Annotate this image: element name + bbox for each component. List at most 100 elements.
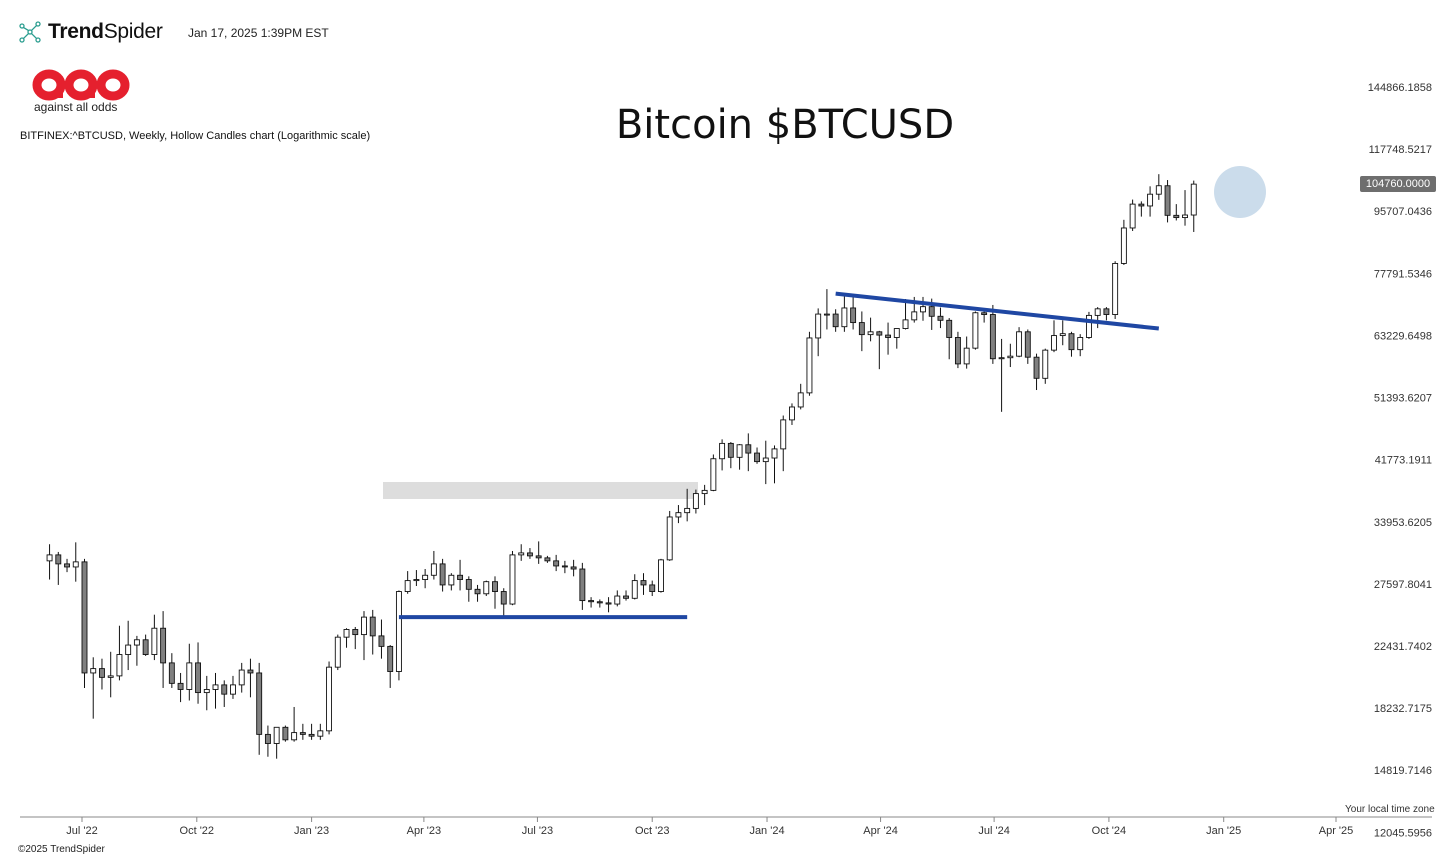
candle-body — [361, 616, 367, 636]
candle-body — [1112, 262, 1119, 315]
candle-body — [64, 563, 70, 568]
candle — [806, 331, 813, 396]
candle — [133, 635, 140, 666]
candle — [387, 645, 394, 688]
candle — [46, 544, 53, 580]
candle — [317, 723, 324, 740]
x-tick-label: Jul '22 — [66, 825, 97, 837]
x-tick-label: Apr '24 — [863, 825, 898, 837]
candle — [832, 309, 839, 332]
candle-body — [954, 337, 961, 365]
candle-body — [640, 580, 647, 586]
candle — [1077, 334, 1084, 357]
candle-body — [448, 574, 455, 586]
candle-body — [203, 689, 210, 694]
candle-body — [500, 591, 507, 605]
candle — [439, 558, 446, 592]
candle-body — [72, 561, 79, 568]
candle-body — [579, 568, 586, 602]
candle-body — [649, 584, 656, 592]
candle — [343, 628, 350, 648]
candle-body — [168, 662, 175, 684]
candle-body — [334, 636, 341, 668]
candle-body — [658, 559, 664, 592]
candle — [850, 296, 857, 330]
candle-body — [832, 313, 839, 328]
y-tick-label: 117748.5217 — [1369, 144, 1432, 156]
candle — [544, 555, 551, 563]
candle — [920, 296, 926, 321]
candle — [946, 318, 953, 360]
candle — [596, 599, 603, 608]
x-axis: Jul '22 Oct '22 Jan '23 Apr '23 Jul '23 Oct '… — [20, 816, 1432, 837]
y-tick-label: 27597.8041 — [1374, 579, 1432, 591]
candle-body — [1147, 193, 1154, 207]
candle-body — [1155, 185, 1162, 195]
chart-title: Bitcoin $BTCUSD — [615, 102, 955, 148]
candle — [745, 433, 752, 472]
candle — [1042, 348, 1049, 384]
candle-body — [797, 392, 804, 408]
candle — [858, 311, 865, 352]
trendspider-dots-icon — [19, 21, 41, 43]
candle — [212, 672, 219, 709]
candle — [492, 576, 498, 609]
candle-body — [596, 601, 603, 604]
candle-body — [230, 684, 236, 695]
candle-body — [885, 334, 892, 338]
candle — [771, 445, 778, 484]
candle-body — [291, 732, 298, 741]
candle-body — [518, 552, 525, 556]
candle — [631, 574, 638, 600]
x-tick-label: Oct '23 — [635, 825, 670, 837]
candle — [1051, 320, 1057, 353]
candle — [614, 590, 621, 607]
candle — [326, 661, 333, 735]
candle — [561, 560, 568, 574]
y-tick-label: 14819.7146 — [1374, 765, 1432, 777]
candle-body — [920, 306, 926, 313]
candle — [81, 558, 88, 688]
candle-body — [125, 644, 132, 655]
candle-body — [911, 311, 918, 321]
x-tick-label: Oct '24 — [1092, 825, 1127, 837]
candle-body — [789, 406, 795, 421]
candle-body — [457, 574, 464, 580]
candle — [684, 488, 691, 522]
candle — [1120, 219, 1127, 265]
candle — [230, 675, 236, 699]
candle-body — [404, 580, 411, 592]
candle — [815, 308, 822, 357]
candle-body — [55, 554, 62, 565]
candle-body — [963, 347, 970, 365]
candle-body — [177, 682, 184, 690]
candle-body — [378, 635, 385, 647]
candle — [483, 580, 490, 597]
candle-body — [90, 668, 97, 674]
candle-body — [727, 442, 734, 458]
timezone-label: Your local time zone — [1345, 804, 1435, 815]
candle-body — [614, 595, 621, 605]
trendspider-brand: TrendSpider — [18, 20, 163, 44]
symbol-description: BITFINEX:^BTCUSD, Weekly, Hollow Candles… — [20, 130, 371, 142]
candle — [1103, 307, 1110, 321]
candle-body — [1138, 203, 1145, 207]
brand-name-bold: Trend — [48, 20, 104, 43]
candle — [789, 403, 795, 425]
candle — [1059, 320, 1066, 346]
candle — [282, 725, 289, 742]
candle-body — [631, 580, 638, 599]
candle-body — [1190, 183, 1197, 216]
candle — [238, 662, 245, 693]
candle-body — [588, 600, 595, 603]
candle — [1182, 190, 1188, 226]
candle — [107, 651, 114, 698]
candle — [692, 489, 699, 514]
candle — [981, 311, 988, 323]
last-price-badge: 104760.0000 — [1360, 176, 1436, 193]
brand-name: TrendSpider — [48, 20, 163, 44]
candle-body — [247, 669, 254, 674]
candle-body — [352, 629, 359, 636]
candle — [55, 551, 62, 585]
